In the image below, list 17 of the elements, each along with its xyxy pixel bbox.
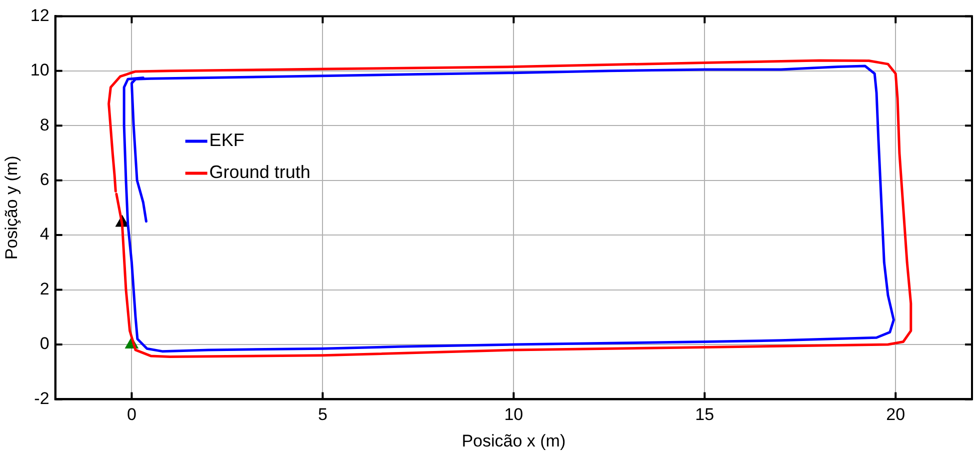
legend-label: Ground truth [209, 162, 310, 182]
y-tick-label: 12 [30, 6, 50, 25]
y-tick-label: 10 [30, 60, 50, 80]
x-tick-label: 10 [504, 405, 524, 424]
x-tick-label: 15 [695, 405, 714, 424]
y-tick-label: 4 [40, 224, 50, 244]
x-tick-label: 0 [126, 405, 136, 424]
y-tick-label: 2 [40, 279, 50, 298]
y-tick-label: 0 [40, 334, 50, 354]
y-axis-title: Posição y (m) [2, 156, 21, 260]
x-tick-label: 5 [318, 405, 328, 424]
legend-label: EKF [209, 130, 244, 150]
x-axis-title: Posicão x (m) [462, 431, 566, 450]
y-tick-label: 8 [40, 115, 50, 134]
x-tick-label: 20 [886, 405, 906, 424]
y-tick-label: -2 [34, 388, 50, 408]
y-tick-label: 6 [40, 170, 50, 190]
